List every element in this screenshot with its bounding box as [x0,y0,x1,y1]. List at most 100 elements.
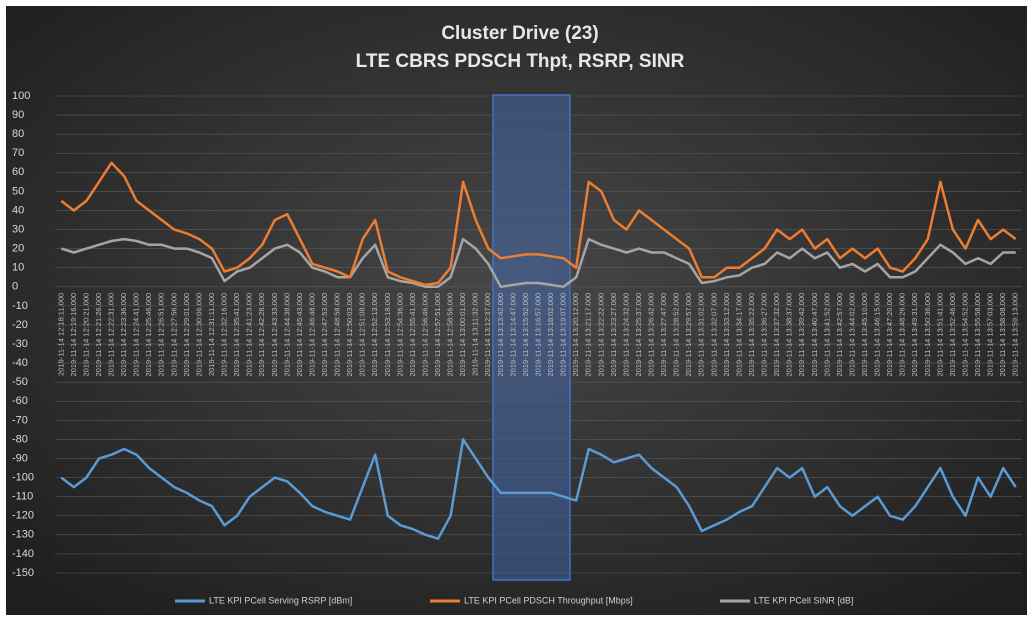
x-tick-label: 2019-11-14 12:25:46.000 [144,293,153,377]
y-tick-label: -150 [12,567,34,579]
y-tick-label: -60 [12,395,28,407]
x-tick-label: 2019-11-14 13:57:03.000 [986,293,995,377]
x-tick-label: 2019-11-14 12:47:53.000 [320,293,329,377]
x-tick-label: 2019-11-14 12:58:56.000 [446,293,455,377]
x-tick-label: 2019-11-14 13:25:37.000 [634,293,643,377]
x-tick-label: 2019-11-14 13:14:47.000 [508,293,517,377]
x-tick-label: 2019-11-14 13:19:07.000 [559,293,568,377]
y-tick-label: -130 [12,529,34,541]
x-tick-label: 2019-11-14 12:35:41.000 [232,293,241,377]
x-tick-label: 2019-11-14 13:38:37.000 [785,293,794,377]
y-tick-label: -50 [12,376,28,388]
x-tick-label: 2019-11-14 13:44:02.000 [847,293,856,377]
x-tick-label: 2019-11-14 13:45:10.000 [860,293,869,377]
x-tick-label: 2019-11-14 12:53:18.000 [383,293,392,377]
y-tick-label: 40 [12,204,24,216]
x-tick-label: 2019-11-14 13:18:02.000 [546,293,555,377]
x-tick-label: 2019-11-14 13:16:57.000 [533,293,542,377]
x-tick-label: 2019-11-14 12:30:06.000 [194,293,203,377]
x-tick-label: 2019-11-14 13:37:32.000 [772,293,781,377]
y-tick-label: -90 [12,452,28,464]
x-tick-label: 2019-11-14 12:57:51.000 [433,293,442,377]
y-tick-label: 70 [12,147,24,159]
y-tick-label: 20 [12,243,24,255]
x-tick-label: 2019-11-14 12:19:16.000 [69,293,78,377]
x-tick-label: 2019-11-14 13:13:42.000 [496,293,505,377]
y-tick-label: -20 [12,319,28,331]
y-tick-label: -100 [12,472,34,484]
x-tick-label: 2019-11-14 13:49:31.000 [910,293,919,377]
y-tick-label: 90 [12,109,24,121]
x-tick-label: 2019-11-14 13:47:20.000 [885,293,894,377]
series-line [60,438,1017,540]
x-tick-label: 2019-11-14 13:29:57.000 [684,293,693,377]
legend-label: LTE KPI PCell PDSCH Throughput [Mbps] [464,595,633,605]
x-tick-label: 2019-11-14 13:42:57.000 [835,293,844,377]
series-line [60,237,1016,289]
x-tick-label: 2019-11-14 13:12:37.000 [483,293,492,377]
x-tick-label: 2019-11-14 12:54:36.000 [395,293,404,377]
x-tick-label: 2019-11-14 12:22:31.000 [106,293,115,377]
x-tick-label: 2019-11-14 13:27:47.000 [659,293,668,377]
x-tick-label: 2019-11-14 13:31:02.000 [697,293,706,377]
y-tick-label: 30 [12,223,24,235]
y-tick-label: -10 [12,300,28,312]
x-tick-label: 2019-11-14 13:54:52.000 [960,293,969,377]
x-tick-label: 2019-11-14 13:51:41.000 [935,293,944,377]
x-tick-label: 2019-11-14 13:15:52.000 [521,293,530,377]
x-tick-label: 2019-11-14 12:44:38.000 [282,293,291,377]
x-tick-label: 2019-11-14 13:50:36.000 [923,293,932,377]
x-tick-label: 2019-11-14 12:41:23.000 [245,293,254,377]
x-tick-label: 2019-11-14 12:26:51.000 [157,293,166,377]
legend-label: LTE KPI PCell Serving RSRP [dBm] [209,595,352,605]
x-tick-label: 2019-11-14 12:51:08.000 [358,293,367,377]
y-tick-label: 80 [12,128,24,140]
x-tick-label: 2019-11-14 13:55:58.000 [973,293,982,377]
x-tick-label: 2019-11-14 13:00:01.000 [458,293,467,377]
y-tick-label: 0 [12,281,18,293]
highlight-region [492,94,571,581]
x-tick-label: 2019-11-14 13:35:22.000 [747,293,756,377]
y-tick-label: -70 [12,414,28,426]
chart-subtitle: LTE CBRS PDSCH Thpt, RSRP, SINR [356,51,685,72]
x-tick-label: 2019-11-14 13:23:27.000 [609,293,618,377]
x-tick-label: 2019-11-14 12:32:16.000 [220,293,229,377]
x-tick-label: 2019-11-14 12:29:01.000 [182,293,191,377]
x-tick-label: 2019-11-14 12:48:58.000 [333,293,342,377]
x-tick-label: 2019-11-14 12:45:43.000 [295,293,304,377]
x-tick-label: 2019-11-14 13:24:32.000 [621,293,630,377]
y-tick-label: -110 [12,491,33,503]
x-tick-label: 2019-11-14 13:34:17.000 [734,293,743,377]
chart-title: Cluster Drive (23) [441,23,598,44]
x-tick-label: 2019-11-14 12:50:03.000 [345,293,354,377]
y-tick-label: -80 [12,433,28,445]
x-tick-label: 2019-11-14 12:24:41.000 [132,293,141,377]
x-tick-label: 2019-11-14 13:48:26.000 [898,293,907,377]
x-tick-label: 2019-11-14 13:22:22.000 [596,293,605,377]
x-tick-label: 2019-11-14 12:46:48.000 [307,293,316,377]
x-tick-label: 2019-11-14 13:21:17.000 [584,293,593,377]
y-tick-label: -120 [12,510,34,522]
x-tick-label: 2019-11-14 12:23:36.000 [119,293,128,377]
y-tick-label: 10 [12,262,24,274]
series-line [60,161,1017,287]
x-tick-label: 2019-11-14 12:21:26.000 [94,293,103,377]
y-tick-label: 100 [12,90,30,102]
y-tick-label: -30 [12,338,28,350]
x-tick-label: 2019-11-14 13:52:46.000 [948,293,957,377]
x-tick-label: 2019-11-14 13:58:08.000 [998,293,1007,377]
x-tick-label: 2019-11-14 13:33:12.000 [722,293,731,377]
x-tick-label: 2019-11-14 13:39:42.000 [797,293,806,377]
x-tick-label: 2019-11-14 13:46:15.000 [873,293,882,377]
x-tick-label: 2019-11-14 12:56:46.000 [420,293,429,377]
x-tick-label: 2019-11-14 13:11:32.000 [471,293,480,376]
y-tick-label: 50 [12,185,24,197]
x-tick-label: 2019-11-14 13:20:12.000 [571,293,580,377]
x-tick-label: 2019-11-14 12:43:33.000 [270,293,279,377]
x-tick-label: 2019-11-14 12:27:56.000 [169,293,178,377]
x-tick-label: 2019-11-14 12:20:21.000 [81,293,90,377]
x-tick-label: 2019-11-14 12:31:11.000 [207,293,216,376]
x-tick-label: 2019-11-14 12:18:11.000 [56,293,65,376]
x-tick-label: 2019-11-14 13:26:42.000 [647,293,656,377]
